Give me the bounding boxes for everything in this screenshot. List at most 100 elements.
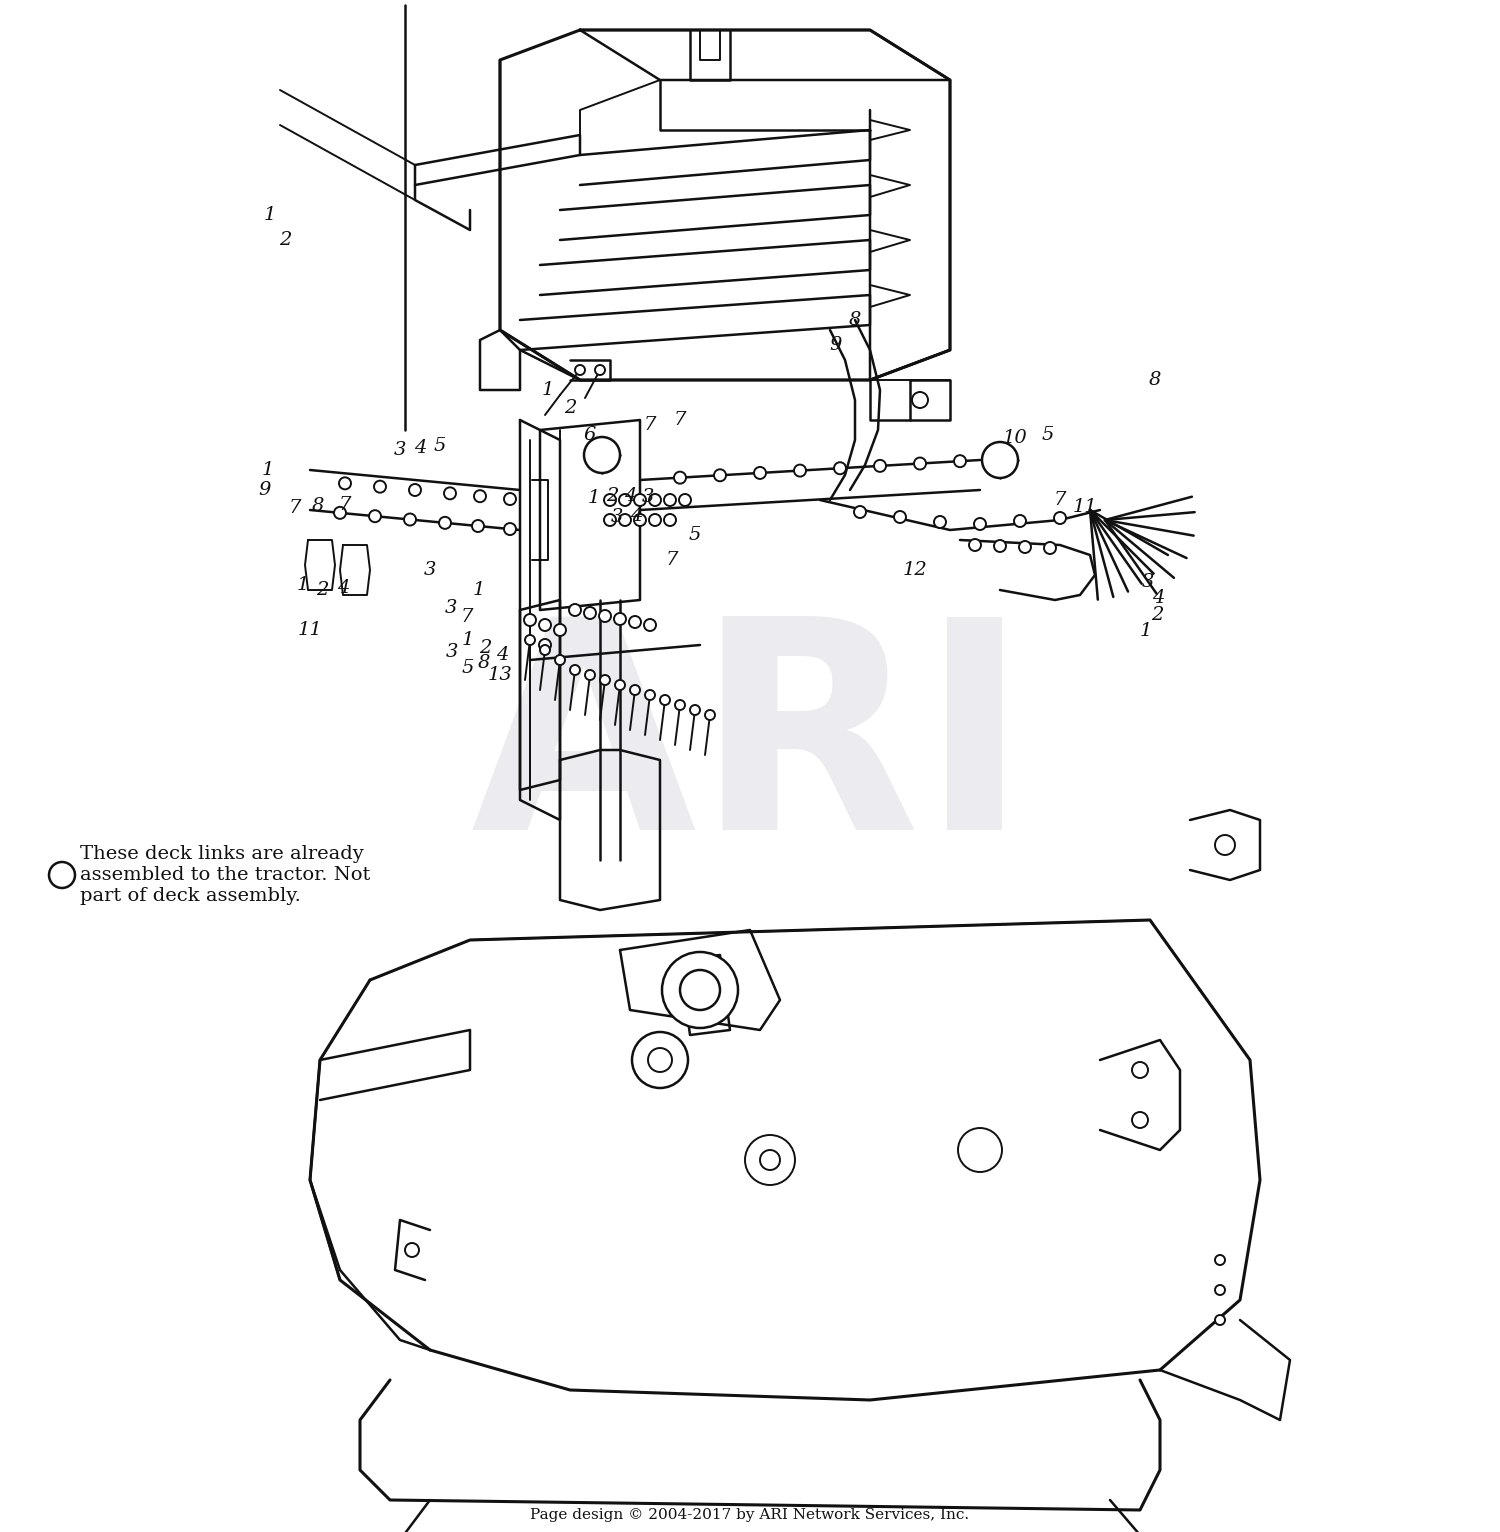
Text: 2: 2 <box>279 231 291 250</box>
Circle shape <box>574 365 585 375</box>
Text: 4: 4 <box>624 487 636 506</box>
Circle shape <box>584 437 620 473</box>
Circle shape <box>650 515 662 525</box>
Circle shape <box>585 669 596 680</box>
Text: 7: 7 <box>666 552 678 568</box>
Circle shape <box>994 539 1006 552</box>
Text: 3: 3 <box>424 561 436 579</box>
Text: 5: 5 <box>462 659 474 677</box>
Circle shape <box>570 665 580 676</box>
Circle shape <box>504 493 516 506</box>
Text: 2: 2 <box>478 639 490 657</box>
Text: 3: 3 <box>1142 573 1154 591</box>
Text: 9: 9 <box>260 481 272 499</box>
Circle shape <box>1054 512 1066 524</box>
Circle shape <box>620 493 632 506</box>
Text: ARI: ARI <box>471 608 1029 892</box>
Text: 3: 3 <box>446 599 458 617</box>
Circle shape <box>598 610 610 622</box>
Text: 1: 1 <box>462 631 474 650</box>
Circle shape <box>914 458 926 469</box>
Circle shape <box>760 1151 780 1170</box>
Text: 4: 4 <box>630 507 642 525</box>
Circle shape <box>632 1033 688 1088</box>
Circle shape <box>615 680 626 689</box>
Text: 2: 2 <box>316 581 328 599</box>
Circle shape <box>405 1242 418 1256</box>
Circle shape <box>630 685 640 696</box>
Text: 5: 5 <box>433 437 445 455</box>
Circle shape <box>628 616 640 628</box>
Circle shape <box>538 639 550 651</box>
Circle shape <box>662 951 738 1028</box>
Circle shape <box>410 484 422 496</box>
Circle shape <box>934 516 946 529</box>
Circle shape <box>634 515 646 525</box>
Circle shape <box>1014 515 1026 527</box>
Circle shape <box>404 513 416 525</box>
Circle shape <box>1019 541 1031 553</box>
Circle shape <box>584 607 596 619</box>
Circle shape <box>1215 835 1234 855</box>
Circle shape <box>754 467 766 480</box>
Text: 12: 12 <box>903 561 927 579</box>
Circle shape <box>474 490 486 502</box>
Circle shape <box>472 519 484 532</box>
Circle shape <box>874 460 886 472</box>
Circle shape <box>958 1128 1002 1172</box>
Text: 1: 1 <box>262 461 274 480</box>
Circle shape <box>620 515 632 525</box>
Text: 9: 9 <box>830 336 842 354</box>
Circle shape <box>555 656 566 665</box>
Circle shape <box>1044 542 1056 555</box>
Text: 4: 4 <box>338 579 350 597</box>
Circle shape <box>504 522 516 535</box>
Circle shape <box>648 1048 672 1072</box>
Text: 7: 7 <box>290 499 302 516</box>
Circle shape <box>634 493 646 506</box>
Circle shape <box>969 539 981 552</box>
Text: 8: 8 <box>312 496 324 515</box>
Circle shape <box>334 507 346 519</box>
Circle shape <box>714 469 726 481</box>
Circle shape <box>664 493 676 506</box>
Circle shape <box>645 689 656 700</box>
Circle shape <box>339 478 351 489</box>
Text: These deck links are already
assembled to the tractor. Not
part of deck assembly: These deck links are already assembled t… <box>80 846 370 905</box>
Circle shape <box>660 696 670 705</box>
Text: 11: 11 <box>1072 498 1098 516</box>
Circle shape <box>650 493 662 506</box>
Circle shape <box>674 472 686 484</box>
Circle shape <box>834 463 846 475</box>
Text: 1: 1 <box>472 581 484 599</box>
Text: 7: 7 <box>339 496 351 515</box>
Circle shape <box>600 676 610 685</box>
Circle shape <box>746 1135 795 1184</box>
Circle shape <box>1215 1314 1225 1325</box>
Circle shape <box>974 518 986 530</box>
Circle shape <box>794 464 806 476</box>
Text: 7: 7 <box>460 608 472 627</box>
Circle shape <box>912 392 928 408</box>
Text: 3: 3 <box>394 441 406 460</box>
Circle shape <box>50 863 75 889</box>
Circle shape <box>675 700 686 709</box>
Text: 2: 2 <box>1150 607 1162 624</box>
Circle shape <box>374 481 386 493</box>
Circle shape <box>525 634 536 645</box>
Circle shape <box>1215 1285 1225 1295</box>
Text: 6: 6 <box>584 426 596 444</box>
Text: 5: 5 <box>1042 426 1054 444</box>
Circle shape <box>596 365 604 375</box>
Circle shape <box>690 705 700 715</box>
Text: 13: 13 <box>488 666 513 683</box>
Text: 10: 10 <box>1002 429 1028 447</box>
Circle shape <box>614 613 626 625</box>
Text: 8: 8 <box>849 311 861 329</box>
Circle shape <box>1215 1255 1225 1265</box>
Text: 8: 8 <box>1149 371 1161 389</box>
Text: 1: 1 <box>588 489 600 507</box>
Text: 2: 2 <box>606 487 618 506</box>
Circle shape <box>604 515 616 525</box>
Text: 1: 1 <box>297 576 309 594</box>
